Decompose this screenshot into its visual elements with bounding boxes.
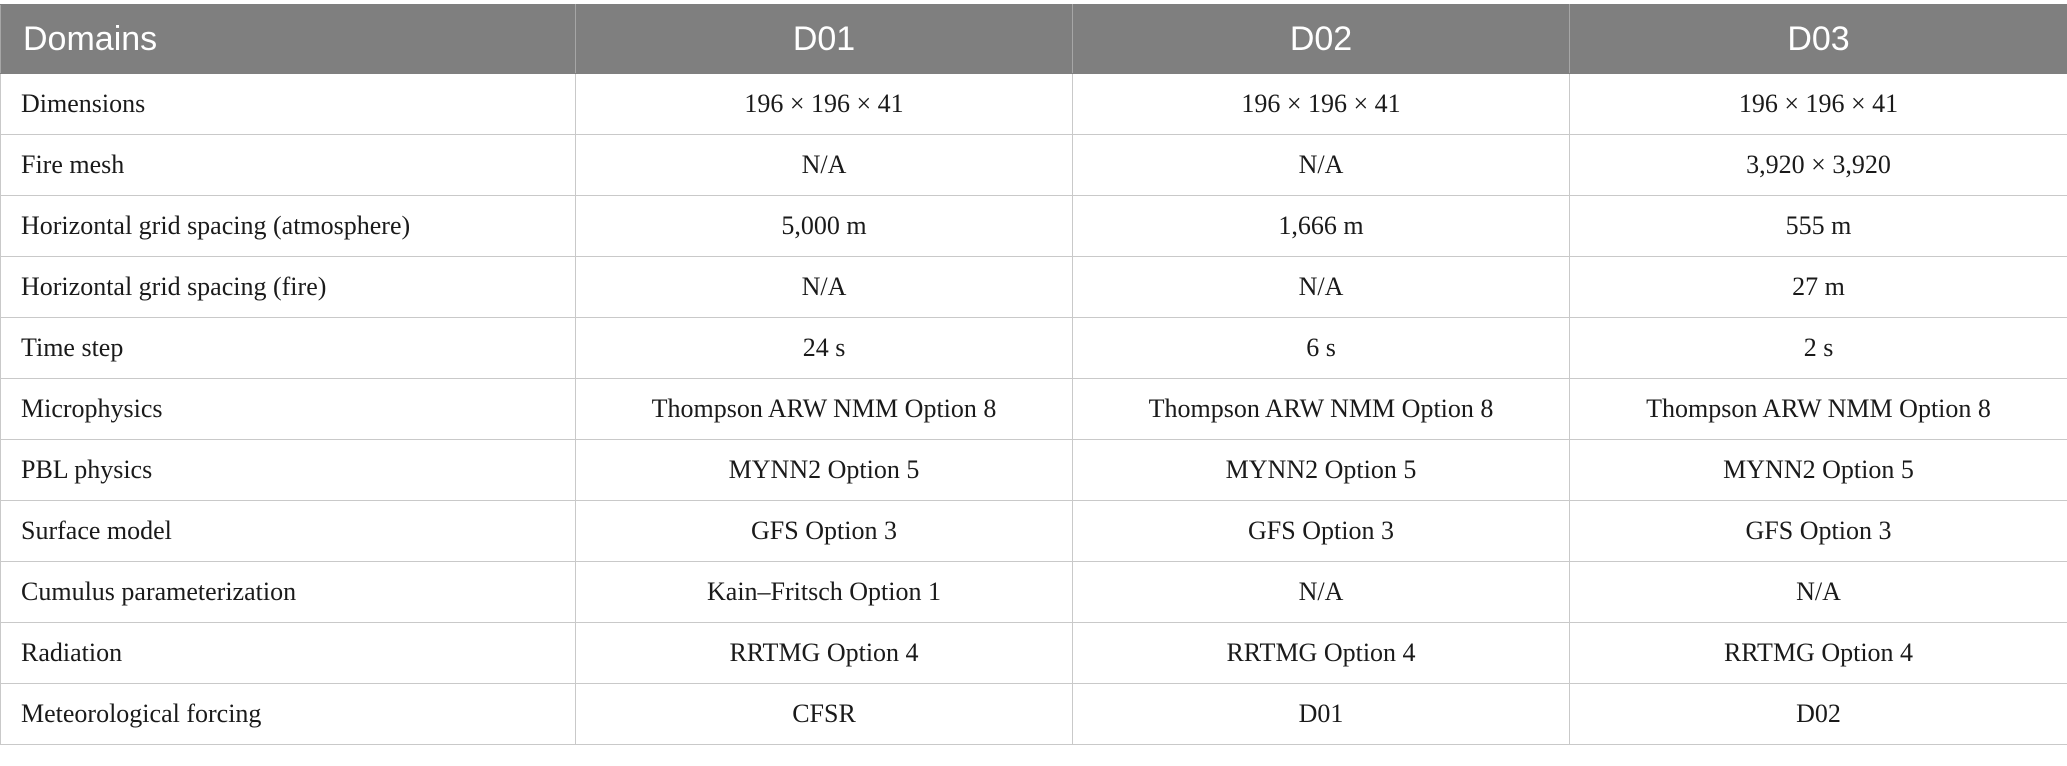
domains-table: Domains D01 D02 D03 Dimensions 196 × 196… [0, 4, 2067, 745]
header-d03: D03 [1569, 4, 2067, 74]
table-row: Fire mesh N/A N/A 3,920 × 3,920 [0, 134, 2067, 196]
table-row: Meteorological forcing CFSR D01 D02 [0, 683, 2067, 745]
table-row: Horizontal grid spacing (fire) N/A N/A 2… [0, 256, 2067, 318]
cell-d03: Thompson ARW NMM Option 8 [1569, 378, 2067, 440]
row-label: Meteorological forcing [0, 683, 576, 745]
cell-d02: RRTMG Option 4 [1072, 622, 1570, 684]
cell-d03: D02 [1569, 683, 2067, 745]
table-row: Dimensions 196 × 196 × 41 196 × 196 × 41… [0, 73, 2067, 135]
cell-d03: 27 m [1569, 256, 2067, 318]
cell-d02: N/A [1072, 561, 1570, 623]
cell-d01: N/A [575, 134, 1073, 196]
table-row: Cumulus parameterization Kain–Fritsch Op… [0, 561, 2067, 623]
cell-d01: GFS Option 3 [575, 500, 1073, 562]
cell-d03: RRTMG Option 4 [1569, 622, 2067, 684]
cell-d01: MYNN2 Option 5 [575, 439, 1073, 501]
row-label: Microphysics [0, 378, 576, 440]
table-body: Dimensions 196 × 196 × 41 196 × 196 × 41… [0, 73, 2067, 745]
cell-d02: MYNN2 Option 5 [1072, 439, 1570, 501]
cell-d01: 196 × 196 × 41 [575, 73, 1073, 135]
row-label: PBL physics [0, 439, 576, 501]
cell-d02: 6 s [1072, 317, 1570, 379]
cell-d01: CFSR [575, 683, 1073, 745]
table-row: PBL physics MYNN2 Option 5 MYNN2 Option … [0, 439, 2067, 501]
row-label: Radiation [0, 622, 576, 684]
cell-d03: 196 × 196 × 41 [1569, 73, 2067, 135]
cell-d03: MYNN2 Option 5 [1569, 439, 2067, 501]
cell-d03: 3,920 × 3,920 [1569, 134, 2067, 196]
table-row: Time step 24 s 6 s 2 s [0, 317, 2067, 379]
row-label: Horizontal grid spacing (fire) [0, 256, 576, 318]
cell-d02: D01 [1072, 683, 1570, 745]
cell-d02: 196 × 196 × 41 [1072, 73, 1570, 135]
table-row: Radiation RRTMG Option 4 RRTMG Option 4 … [0, 622, 2067, 684]
row-label: Cumulus parameterization [0, 561, 576, 623]
header-row: Domains D01 D02 D03 [0, 4, 2067, 74]
cell-d03: N/A [1569, 561, 2067, 623]
table-row: Microphysics Thompson ARW NMM Option 8 T… [0, 378, 2067, 440]
cell-d01: Thompson ARW NMM Option 8 [575, 378, 1073, 440]
header-d02: D02 [1072, 4, 1570, 74]
cell-d01: 5,000 m [575, 195, 1073, 257]
cell-d03: GFS Option 3 [1569, 500, 2067, 562]
table-row: Horizontal grid spacing (atmosphere) 5,0… [0, 195, 2067, 257]
cell-d02: Thompson ARW NMM Option 8 [1072, 378, 1570, 440]
cell-d02: N/A [1072, 134, 1570, 196]
cell-d02: 1,666 m [1072, 195, 1570, 257]
header-domains: Domains [0, 4, 576, 74]
table-row: Surface model GFS Option 3 GFS Option 3 … [0, 500, 2067, 562]
cell-d01: 24 s [575, 317, 1073, 379]
row-label: Time step [0, 317, 576, 379]
cell-d01: Kain–Fritsch Option 1 [575, 561, 1073, 623]
cell-d03: 555 m [1569, 195, 2067, 257]
cell-d03: 2 s [1569, 317, 2067, 379]
table-container: Domains D01 D02 D03 Dimensions 196 × 196… [0, 4, 2067, 745]
row-label: Surface model [0, 500, 576, 562]
table-header: Domains D01 D02 D03 [0, 4, 2067, 74]
row-label: Dimensions [0, 73, 576, 135]
row-label: Fire mesh [0, 134, 576, 196]
cell-d02: GFS Option 3 [1072, 500, 1570, 562]
cell-d01: RRTMG Option 4 [575, 622, 1073, 684]
row-label: Horizontal grid spacing (atmosphere) [0, 195, 576, 257]
cell-d01: N/A [575, 256, 1073, 318]
cell-d02: N/A [1072, 256, 1570, 318]
header-d01: D01 [575, 4, 1073, 74]
